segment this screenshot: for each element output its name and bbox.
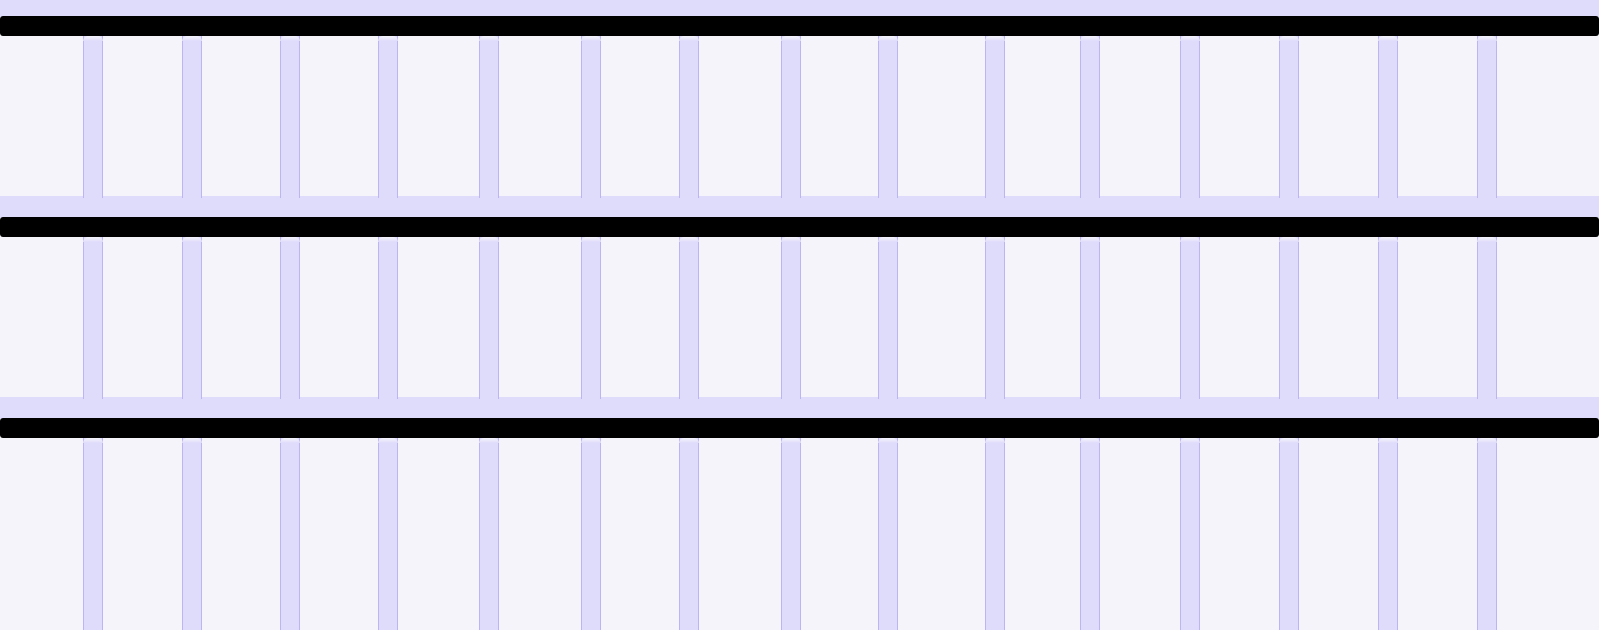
fence-post bbox=[985, 438, 1005, 630]
top-rail bbox=[0, 16, 1599, 36]
fence-post bbox=[1080, 237, 1100, 399]
fence-post bbox=[878, 36, 898, 198]
fence-post bbox=[679, 237, 699, 399]
fence-post bbox=[985, 237, 1005, 399]
fence-post bbox=[1477, 36, 1497, 198]
fence-post bbox=[378, 36, 398, 198]
fence-post bbox=[1477, 438, 1497, 630]
fence-post bbox=[1180, 36, 1200, 198]
fence-post bbox=[581, 36, 601, 198]
fence-post bbox=[679, 36, 699, 198]
fence-post bbox=[378, 237, 398, 399]
fence-post bbox=[182, 36, 202, 198]
bottom-rail bbox=[0, 418, 1599, 438]
fence-post bbox=[479, 438, 499, 630]
fence-post bbox=[83, 237, 103, 399]
fence-post bbox=[581, 438, 601, 630]
fence-post bbox=[679, 438, 699, 630]
fence-post bbox=[1279, 36, 1299, 198]
fence-post bbox=[280, 237, 300, 399]
top-band bbox=[0, 0, 1599, 17]
fence-post bbox=[479, 36, 499, 198]
middle-band bbox=[0, 196, 1599, 218]
fence-post bbox=[1378, 237, 1398, 399]
fence-post bbox=[878, 237, 898, 399]
fence-post bbox=[182, 237, 202, 399]
fence-post bbox=[878, 438, 898, 630]
fence-post bbox=[83, 36, 103, 198]
fence-post bbox=[1279, 237, 1299, 399]
fence-post bbox=[985, 36, 1005, 198]
fence-post bbox=[280, 438, 300, 630]
fence-post bbox=[280, 36, 300, 198]
fence-post bbox=[1378, 438, 1398, 630]
fence-post bbox=[1378, 36, 1398, 198]
fence-post bbox=[83, 438, 103, 630]
fence-post bbox=[781, 237, 801, 399]
fence-post bbox=[781, 36, 801, 198]
fence-post bbox=[1477, 237, 1497, 399]
fence-post bbox=[479, 237, 499, 399]
middle-rail bbox=[0, 217, 1599, 237]
fence-post bbox=[182, 438, 202, 630]
lower-band bbox=[0, 397, 1599, 419]
fence-post bbox=[1279, 438, 1299, 630]
fence-post bbox=[1080, 36, 1100, 198]
fence-post bbox=[581, 237, 601, 399]
fence-post bbox=[781, 438, 801, 630]
fence-post bbox=[378, 438, 398, 630]
fence-post bbox=[1180, 237, 1200, 399]
fence-post bbox=[1080, 438, 1100, 630]
fence-post bbox=[1180, 438, 1200, 630]
